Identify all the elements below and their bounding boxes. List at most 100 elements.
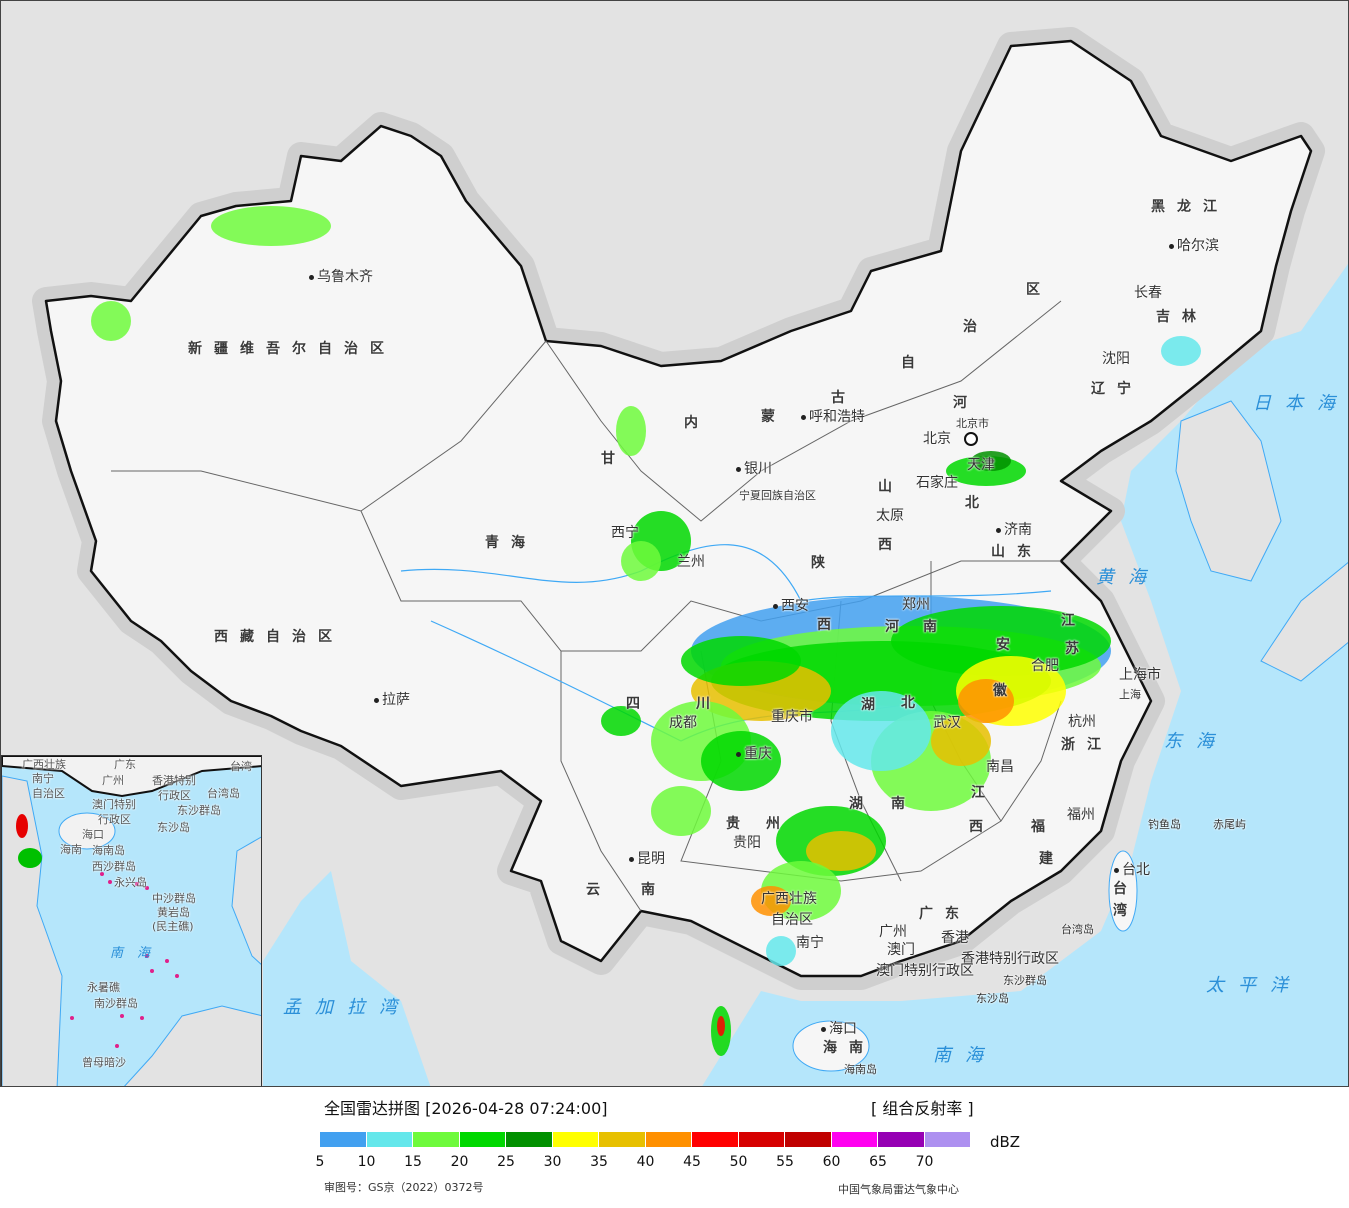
place-label: 南 — [923, 619, 949, 635]
place-label: 内 — [684, 415, 710, 431]
scale-swatch — [645, 1132, 691, 1147]
korea-peninsula — [1175, 400, 1282, 582]
radar-echo — [751, 886, 791, 916]
place-label: 川 — [696, 696, 722, 712]
place-label: 海南 — [823, 1040, 875, 1056]
place-label: 北京市 — [956, 417, 989, 430]
scale-swatch — [366, 1132, 412, 1147]
radar-echo — [766, 936, 796, 966]
unit-label: dBZ — [990, 1133, 1021, 1151]
place-label: 长春 — [1134, 285, 1162, 301]
place-label: 蒙 — [761, 409, 787, 425]
place-label: 安 — [996, 637, 1022, 653]
place-label: 福 — [1031, 819, 1057, 835]
inset-label: 海南岛 — [92, 844, 125, 857]
place-label: 自 — [901, 355, 927, 371]
radar-echo — [806, 831, 876, 871]
radar-echo — [616, 406, 646, 456]
place-label: 台湾岛 — [1061, 923, 1094, 936]
city-label: 西安 — [773, 598, 809, 614]
city-label: 台北 — [1114, 862, 1150, 878]
place-label: 西藏自治区 — [214, 629, 344, 645]
place-label: 澳门 — [887, 942, 915, 958]
place-label: 河 — [885, 619, 911, 635]
scale-tick-label: 20 — [450, 1154, 469, 1170]
radar-map[interactable]: 乌鲁木齐 新疆维吾尔自治区 西藏自治区 拉萨 青海 西宁甘兰州内蒙古自治区呼和浩特 银川 宁夏… — [0, 0, 1349, 1087]
inset-label: 曾母暗沙 — [82, 1056, 126, 1069]
city-label: 昆明 — [629, 851, 665, 867]
scale-tick-label: 15 — [404, 1154, 422, 1170]
city-label: 重庆 — [736, 746, 772, 762]
inset-label: 永兴岛 — [114, 876, 147, 889]
radar-echo — [971, 451, 1011, 471]
inset-label: 东沙岛 — [157, 821, 190, 834]
place-label: 兰州 — [677, 554, 705, 570]
radar-echo — [211, 206, 331, 246]
place-label: 四 — [626, 696, 652, 712]
place-label: 东沙群岛 — [1003, 974, 1047, 987]
place-label: 天津 — [967, 457, 995, 473]
radar-echoes — [91, 206, 1201, 1056]
place-label: 南宁 — [796, 935, 824, 951]
inset-label: 行政区 — [158, 789, 191, 802]
inset-label: 南海 — [110, 946, 165, 961]
scale-tick-label: 70 — [915, 1154, 934, 1170]
place-label: 北 — [965, 495, 991, 511]
place-label: 建 — [1039, 851, 1065, 867]
city-label: 海口 — [821, 1021, 857, 1037]
inset-label: 广州 — [102, 774, 124, 787]
place-label: 陕 — [811, 555, 837, 571]
place-label: 江 — [971, 785, 997, 801]
scale-tick-label: 10 — [357, 1154, 376, 1170]
place-label: 太原 — [876, 508, 904, 524]
radar-echo — [601, 706, 641, 736]
place-label: 杭州 — [1068, 714, 1096, 730]
inset-label: 中沙群岛 — [152, 892, 196, 905]
place-label: 上海 — [1119, 688, 1141, 701]
radar-echo — [891, 606, 1111, 676]
place-label: 成都 — [669, 715, 697, 731]
place-label: 上海市 — [1119, 667, 1161, 683]
place-label: 海南岛 — [844, 1063, 877, 1076]
inset-label: 行政区 — [98, 813, 131, 826]
place-label: 湖 — [849, 796, 875, 812]
legend-title: 全国雷达拼图 [2026-04-28 07:24:00] — [324, 1099, 608, 1118]
scale-swatch — [785, 1132, 831, 1147]
scale-tick-label: 55 — [776, 1154, 794, 1170]
sea-label: 南海 — [933, 1045, 997, 1066]
scale-tick-label: 65 — [869, 1154, 887, 1170]
place-label: 石家庄 — [916, 475, 958, 491]
sea-label: 孟加拉湾 — [283, 997, 411, 1018]
city-label: 银川 — [736, 461, 772, 477]
place-label: 广东 — [919, 906, 971, 922]
scale-tick-label: 60 — [822, 1154, 841, 1170]
place-label: 赤尾屿 — [1213, 818, 1246, 831]
sea-label: 日本海 — [1253, 393, 1349, 414]
place-label: 贵阳 — [733, 835, 761, 851]
radar-echo — [1161, 336, 1201, 366]
place-label: 吉林 — [1156, 309, 1208, 325]
place-label: 郑州 — [902, 597, 930, 613]
scale-tick-label: 45 — [683, 1154, 701, 1170]
place-label: 宁夏回族自治区 — [739, 489, 816, 502]
map-approval-number: 审图号：GS京（2022）0372号 — [324, 1181, 484, 1194]
inset-label: 南宁 — [32, 772, 54, 785]
sea-label: 东海 — [1164, 731, 1228, 752]
beijing-capital-marker — [964, 432, 978, 446]
scale-swatch — [506, 1132, 552, 1147]
scale-tick-label: 40 — [636, 1154, 655, 1170]
city-label: 哈尔滨 — [1169, 238, 1219, 254]
scale-tick-label: 35 — [590, 1154, 608, 1170]
legend: 全国雷达拼图 [2026-04-28 07:24:00] [ 组合反射率 ] d… — [0, 1087, 1349, 1208]
scale-swatch — [459, 1132, 505, 1147]
inset-label: 广西壮族 — [22, 758, 66, 771]
inset-label: (民主礁) — [152, 920, 194, 933]
color-scale-bar — [320, 1132, 971, 1147]
scale-swatch — [413, 1132, 459, 1147]
place-label: 辽宁 — [1091, 381, 1143, 397]
inset-label: 东沙群岛 — [177, 804, 221, 817]
inset-label: 台湾 — [230, 760, 252, 773]
japan — [1260, 561, 1348, 682]
place-label: 澳门特别行政区 — [876, 963, 974, 979]
scale-tick-label: 30 — [543, 1154, 562, 1170]
